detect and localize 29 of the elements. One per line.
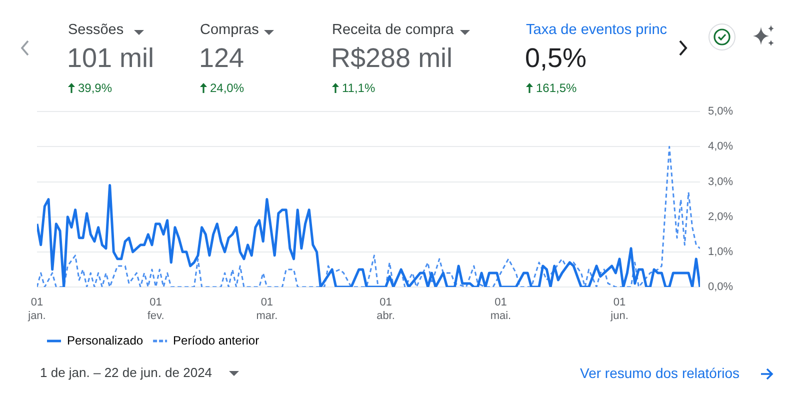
x-tick-label: 01 abr.	[376, 296, 395, 322]
y-tick-label: 3,0%	[708, 176, 734, 188]
text: R$288 mil	[331, 43, 453, 74]
text: Ver resumo dos relatórios	[580, 365, 740, 381]
x-tick-label: 01 mar.	[256, 296, 278, 322]
legend-label: Personalizado	[67, 333, 144, 348]
text: Taxa de eventos princ	[526, 22, 668, 38]
text: Receita de compra	[332, 22, 454, 38]
text: 161,5%	[536, 81, 577, 95]
text: 124	[199, 43, 244, 74]
y-tick-label: 1,0%	[708, 246, 734, 258]
text: Sessões	[68, 22, 124, 38]
x-tick-label: 01 fev.	[147, 296, 164, 322]
y-tick-label: 5,0%	[708, 106, 734, 118]
text: 0,5%	[525, 43, 587, 74]
x-tick-label: 01 mai.	[490, 296, 512, 322]
text: 11,1%	[342, 81, 376, 95]
text: 39,9%	[78, 81, 112, 95]
y-tick-label: 4,0%	[708, 140, 734, 153]
line-series	[37, 146, 700, 287]
x-tick-label: 01 jun.	[610, 296, 628, 322]
x-tick-label: 01 jan.	[27, 296, 46, 322]
y-tick-label: 2,0%	[708, 210, 734, 223]
text: 1 de jan. – 22 de jun. de 2024	[40, 365, 212, 380]
text: 101 mil	[67, 43, 154, 74]
legend-label: Período anterior	[173, 333, 260, 348]
y-tick-label: 0,0%	[708, 281, 734, 294]
text: Compras	[200, 22, 259, 38]
text: 24,0%	[210, 81, 244, 95]
